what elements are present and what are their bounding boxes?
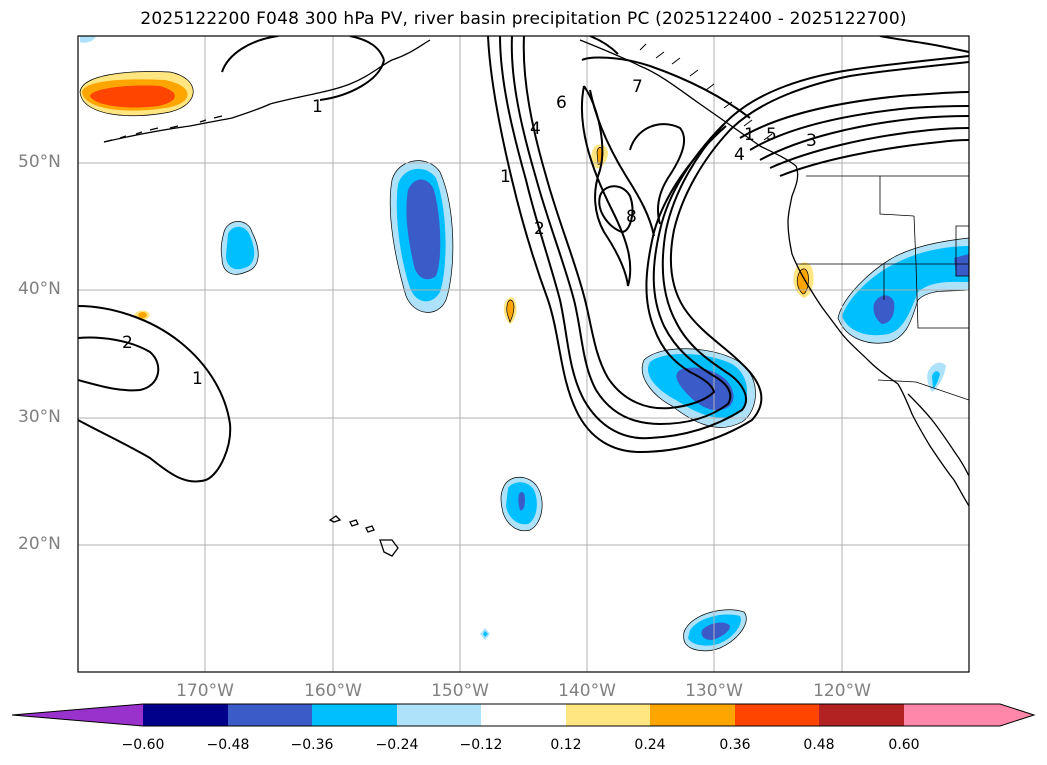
aleutian-islands: [103, 115, 223, 143]
lat-label-20n: 20°N: [18, 534, 61, 554]
precip-blob-positive: [138, 312, 147, 319]
colorbar-segment: [904, 704, 1000, 726]
colorbar-segment: [143, 704, 228, 726]
colorbar-segment: [735, 704, 819, 726]
pv-contour-label: 8: [626, 207, 637, 227]
pv-contour-label: 5: [766, 125, 777, 145]
lon-label-120w: 120°W: [813, 681, 871, 701]
pv-contour-label: 2: [122, 333, 133, 353]
precip-blob-negative: [842, 246, 969, 336]
map-frame: [77, 35, 970, 673]
pv-contour-2-west: [78, 336, 160, 392]
coastline-islands: [639, 43, 773, 141]
pv-contour-east-1: [739, 91, 969, 139]
pv-contour-8-inner: [598, 185, 634, 234]
lat-label-30n: 30°N: [18, 407, 61, 427]
pv-contour-1-central: [487, 36, 969, 454]
lon-label-130w: 130°W: [685, 681, 743, 701]
alaska-panhandle-coast: [579, 39, 797, 167]
pv-contour-label: 6: [556, 93, 567, 113]
colorbar-tick-label: 0.24: [634, 737, 666, 753]
alaska-coast: [103, 39, 431, 143]
colorbar-tick-label: 0.60: [888, 737, 920, 753]
pv-contour-8-north: [580, 85, 632, 287]
precip-blob-positive: [506, 299, 515, 323]
lon-label-140w: 140°W: [558, 681, 616, 701]
graticule: [78, 36, 969, 672]
pv-contour-label: 1: [500, 167, 511, 187]
colorbar-segment: [819, 704, 904, 726]
colorbar-tick-label: −0.60: [121, 737, 165, 753]
state-borders: [796, 175, 969, 401]
colorbar-segment: [228, 704, 312, 726]
precip-blob-negative: [701, 622, 730, 640]
lon-label-150w: 150°W: [431, 681, 489, 701]
hawaii: [328, 515, 399, 557]
precip-blob-negative: [80, 36, 96, 43]
precip-shading: [79, 36, 969, 652]
colorbar-tick-label: −0.48: [206, 737, 250, 753]
california-coast: [805, 281, 899, 385]
pv-contours: [78, 36, 969, 483]
map-title: 2025122200 F048 300 hPa PV, river basin …: [140, 9, 907, 29]
pv-contour-1-west: [78, 305, 232, 483]
pv-contour-label: 2: [534, 219, 545, 239]
pv-contour-east-5: [779, 139, 969, 177]
colorbar-extend-min: [12, 704, 143, 726]
pv-contour-6-central: [522, 36, 727, 410]
colorbar-tick-label: −0.12: [459, 737, 503, 753]
precip-blob-negative: [406, 179, 441, 280]
precip-blob-negative: [518, 492, 525, 511]
colorbar-segment: [312, 704, 397, 726]
pv-contour-label: 4: [530, 119, 541, 139]
precip-blob-positive: [90, 85, 175, 108]
colorbar-tick-label: −0.24: [375, 737, 419, 753]
colorbar-tick-label: −0.36: [290, 737, 334, 753]
pv-contour-top-right: [879, 36, 969, 53]
precip-blob-positive: [796, 268, 809, 295]
colorbar-tick-label: 0.12: [550, 737, 582, 753]
colorbar-tick-label: 0.48: [803, 737, 835, 753]
pv-contour-4-central: [510, 36, 732, 426]
pv-contour-alaska-1: [221, 36, 385, 101]
colorbar-extend-max: [1000, 704, 1034, 726]
lon-label-170w: 170°W: [176, 681, 234, 701]
lon-label-160w: 160°W: [304, 681, 362, 701]
colorbar-outline: [11, 703, 1036, 727]
lat-label-50n: 50°N: [18, 152, 61, 172]
lat-label-40n: 40°N: [18, 279, 61, 299]
colorbar-segment: [397, 704, 481, 726]
colorbar-segment: [481, 704, 566, 726]
pv-contour-label: 1: [192, 369, 203, 389]
precip-blob-negative: [873, 295, 895, 324]
pv-contour-label: 1: [744, 125, 755, 145]
precip-blob-negative: [932, 371, 940, 388]
colorbar-segment: [650, 704, 735, 726]
pv-contour-label: 1: [312, 97, 323, 117]
pv-contour-2-central: [499, 36, 969, 440]
precip-blob-negative: [226, 226, 255, 270]
pv-contour-labels: 2 1 1 1 2 4 6 7 8 5 3 4 1: [122, 77, 817, 389]
colorbar: [11, 703, 1036, 727]
pv-contour-east-3: [759, 115, 969, 161]
pv-contour-label: 7: [632, 77, 643, 97]
colorbar-segment: [566, 704, 650, 726]
pv-contour-label: 4: [734, 145, 745, 165]
coastlines: [103, 39, 969, 557]
pv-contour-7-loop: [629, 123, 686, 225]
pv-contour-east-4: [769, 127, 969, 169]
pv-contour-east-2: [749, 105, 969, 151]
bc-coast: [787, 165, 807, 283]
precip-blob-negative: [483, 631, 488, 637]
colorbar-tick-label: 0.36: [719, 737, 751, 753]
map-area: 2 1 1 1 2 4 6 7 8 5 3 4 1: [78, 36, 969, 672]
pv-contour-label: 3: [806, 131, 817, 151]
precip-blob-negative: [954, 254, 969, 276]
baja-coast: [897, 383, 969, 507]
